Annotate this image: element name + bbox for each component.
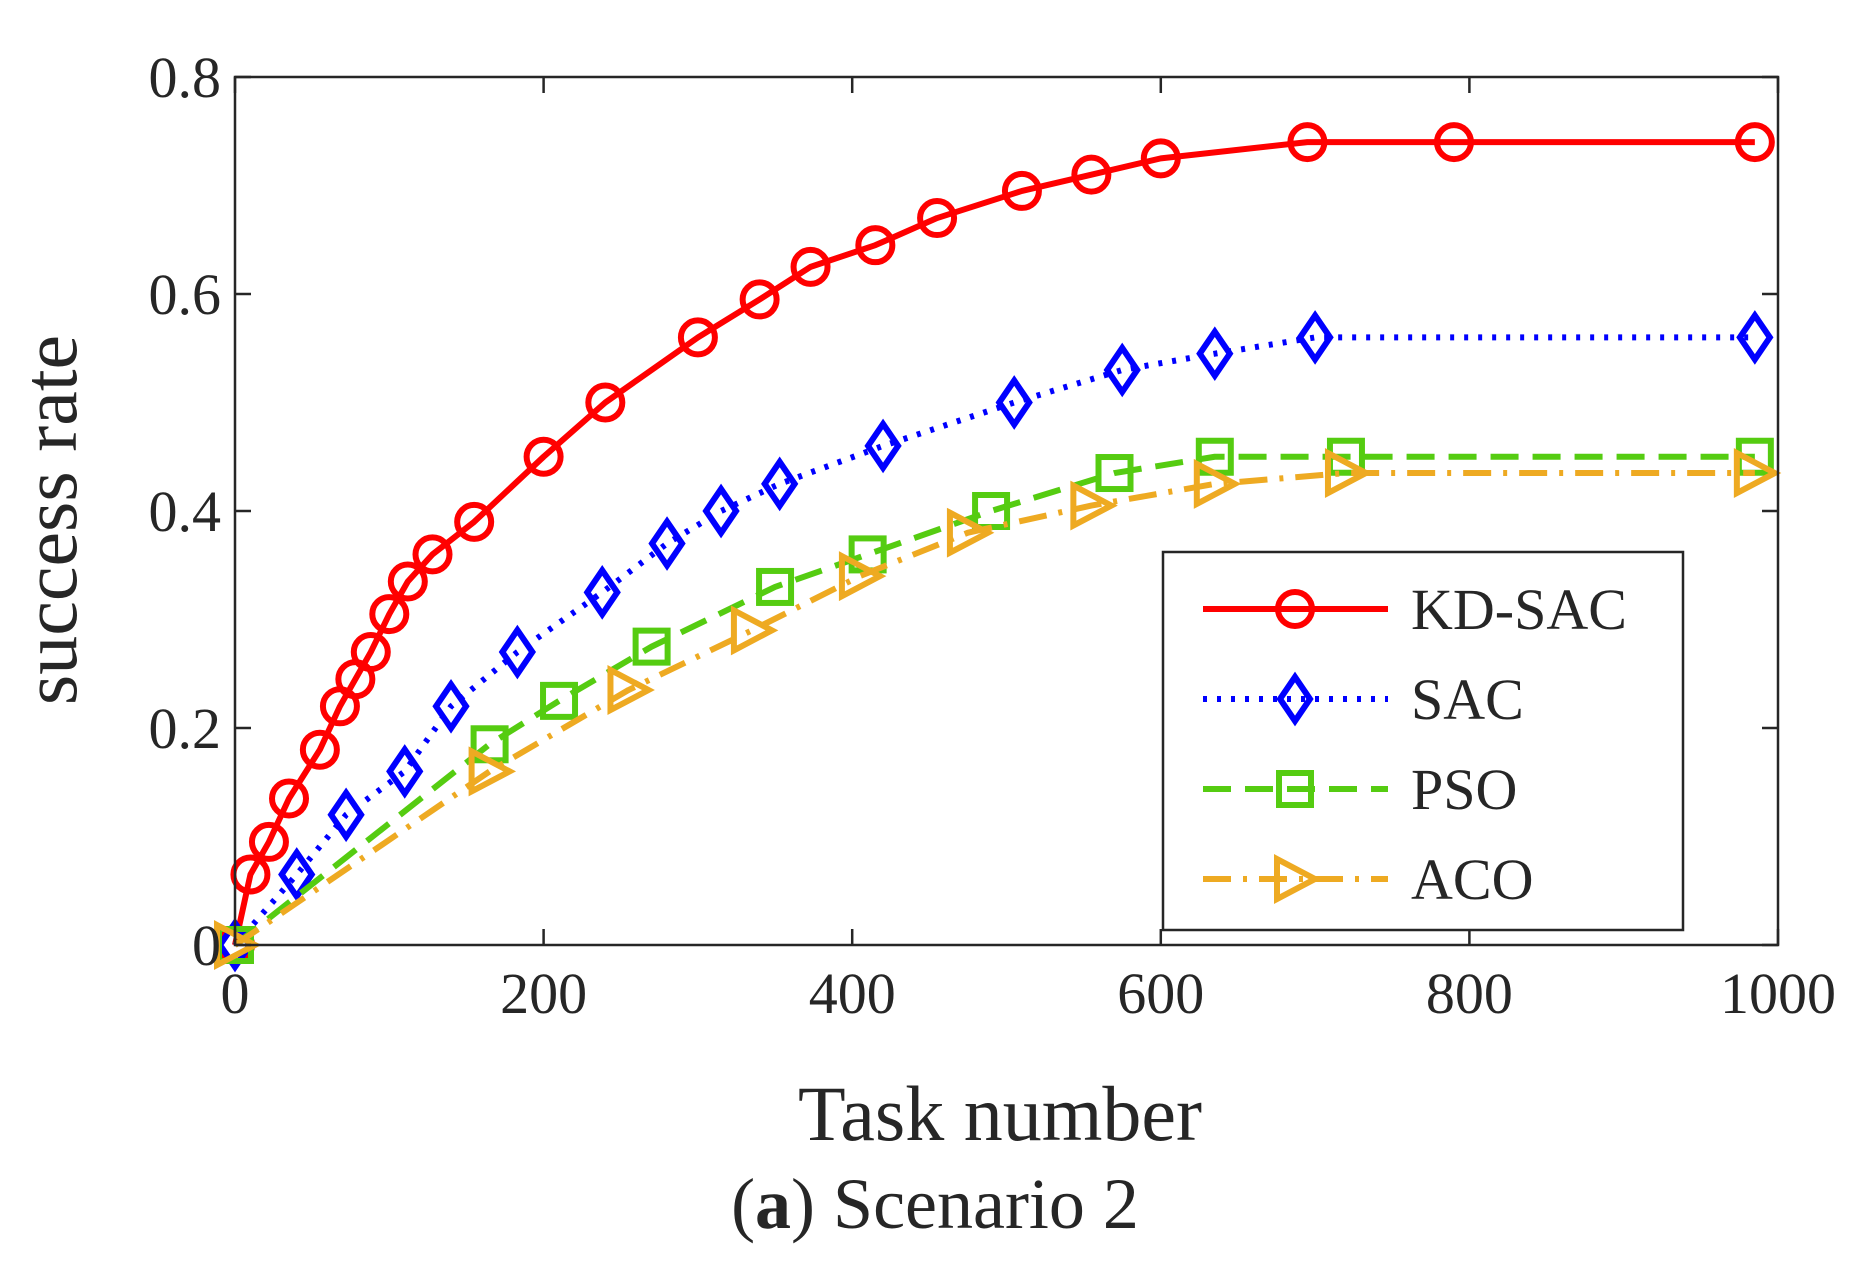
data-point-sac bbox=[648, 516, 686, 571]
data-point-sac bbox=[702, 483, 740, 539]
x-tick-label: 800 bbox=[1426, 961, 1513, 1026]
data-point-sac bbox=[327, 787, 365, 843]
data-point-kd-sac bbox=[855, 225, 896, 266]
legend-marker-aco bbox=[1274, 854, 1322, 904]
data-point-sac bbox=[1196, 326, 1234, 382]
data-point-kd-sac bbox=[677, 317, 718, 358]
legend-label-kd-sac: KD-SAC bbox=[1411, 577, 1627, 642]
x-axis-label: Task number bbox=[798, 1070, 1202, 1157]
data-point-kd-sac bbox=[1140, 138, 1181, 179]
data-point-sac bbox=[278, 847, 316, 902]
data-point-kd-sac bbox=[350, 632, 391, 673]
data-point-kd-sac bbox=[523, 436, 564, 477]
data-point-kd-sac bbox=[269, 778, 310, 819]
data-point-sac bbox=[864, 418, 902, 474]
legend-marker-sac bbox=[1276, 671, 1314, 727]
legend-entry-aco: ACO bbox=[1203, 847, 1533, 912]
data-point-kd-sac bbox=[739, 279, 780, 320]
data-point-kd-sac bbox=[1071, 154, 1112, 195]
data-point-aco bbox=[468, 746, 517, 797]
legend-box bbox=[1161, 550, 1685, 932]
data-point-kd-sac bbox=[1734, 122, 1775, 163]
y-axis-label: success rate bbox=[6, 335, 93, 705]
data-point-sac bbox=[1296, 310, 1334, 365]
data-point-kd-sac bbox=[917, 198, 958, 239]
data-point-pso bbox=[540, 681, 579, 720]
data-point-sac bbox=[1736, 310, 1774, 365]
data-point-aco bbox=[607, 665, 655, 715]
data-point-kd-sac bbox=[585, 382, 626, 423]
caption-text: ) Scenario 2 bbox=[791, 1164, 1139, 1244]
x-tick-label: 0 bbox=[221, 961, 250, 1026]
data-point-kd-sac bbox=[412, 534, 453, 575]
data-point-kd-sac bbox=[1287, 122, 1328, 163]
y-tick-label: 0 bbox=[192, 913, 221, 978]
series-layer bbox=[214, 122, 1782, 973]
legend-entry-pso: PSO bbox=[1203, 757, 1517, 822]
legend: KD-SAC SAC PSO ACO bbox=[1161, 550, 1685, 932]
legend-marker-kd-sac bbox=[1275, 589, 1315, 629]
data-point-sac bbox=[995, 375, 1033, 430]
data-point-aco bbox=[1193, 458, 1242, 509]
data-point-sac bbox=[432, 678, 470, 734]
series-line-kd-sac bbox=[232, 139, 1755, 946]
data-point-kd-sac bbox=[454, 501, 495, 542]
series-sac bbox=[216, 310, 1774, 973]
data-point-kd-sac bbox=[1001, 170, 1042, 211]
data-point-kd-sac bbox=[790, 246, 831, 287]
series-line-aco bbox=[233, 470, 1755, 948]
data-point-kd-sac bbox=[248, 821, 289, 862]
data-point-sac bbox=[498, 624, 536, 680]
data-point-aco bbox=[1324, 448, 1373, 498]
data-point-kd-sac bbox=[387, 561, 428, 602]
legend-label-aco: ACO bbox=[1411, 847, 1533, 912]
data-point-aco bbox=[1733, 448, 1782, 498]
caption-letter: a bbox=[755, 1164, 791, 1244]
legend-entry-kd-sac: KD-SAC bbox=[1203, 577, 1627, 642]
x-tick-label: 200 bbox=[500, 961, 587, 1026]
axes-layer: 0 200 400 600 800 1000 0 0.2 0.4 0.6 0.8 bbox=[149, 45, 1837, 1026]
y-tick-label: 0.2 bbox=[149, 696, 222, 761]
x-tick-label: 1000 bbox=[1720, 961, 1836, 1026]
data-point-sac bbox=[761, 456, 799, 512]
series-aco bbox=[214, 448, 1782, 970]
data-point-kd-sac bbox=[369, 594, 410, 635]
figure-caption: (a) Scenario 2 bbox=[731, 1164, 1139, 1244]
data-point-pso bbox=[1095, 454, 1134, 493]
data-point-aco bbox=[730, 605, 779, 656]
series-pso bbox=[216, 437, 1774, 964]
legend-label-sac: SAC bbox=[1411, 667, 1524, 732]
data-point-kd-sac bbox=[230, 854, 271, 895]
data-point-aco bbox=[838, 551, 887, 602]
data-point-sac bbox=[386, 744, 424, 799]
caption-open: ( bbox=[731, 1164, 755, 1244]
data-point-aco bbox=[946, 507, 995, 558]
data-point-pso bbox=[756, 567, 795, 606]
x-tick-label: 600 bbox=[1117, 961, 1204, 1026]
y-tick-label: 0.4 bbox=[149, 479, 222, 544]
data-point-aco bbox=[1070, 480, 1118, 531]
series-line-pso bbox=[233, 453, 1755, 948]
legend-marker-pso bbox=[1276, 770, 1314, 808]
legend-entry-sac: SAC bbox=[1203, 667, 1524, 732]
data-point-kd-sac bbox=[299, 729, 340, 770]
data-point-sac bbox=[1103, 342, 1141, 398]
data-point-sac bbox=[583, 565, 621, 620]
data-point-kd-sac bbox=[1433, 122, 1474, 163]
x-tick-label: 400 bbox=[809, 961, 896, 1026]
legend-label-pso: PSO bbox=[1411, 757, 1517, 822]
y-tick-label: 0.8 bbox=[149, 45, 222, 110]
data-point-pso bbox=[632, 627, 671, 666]
y-tick-label: 0.6 bbox=[149, 262, 222, 327]
